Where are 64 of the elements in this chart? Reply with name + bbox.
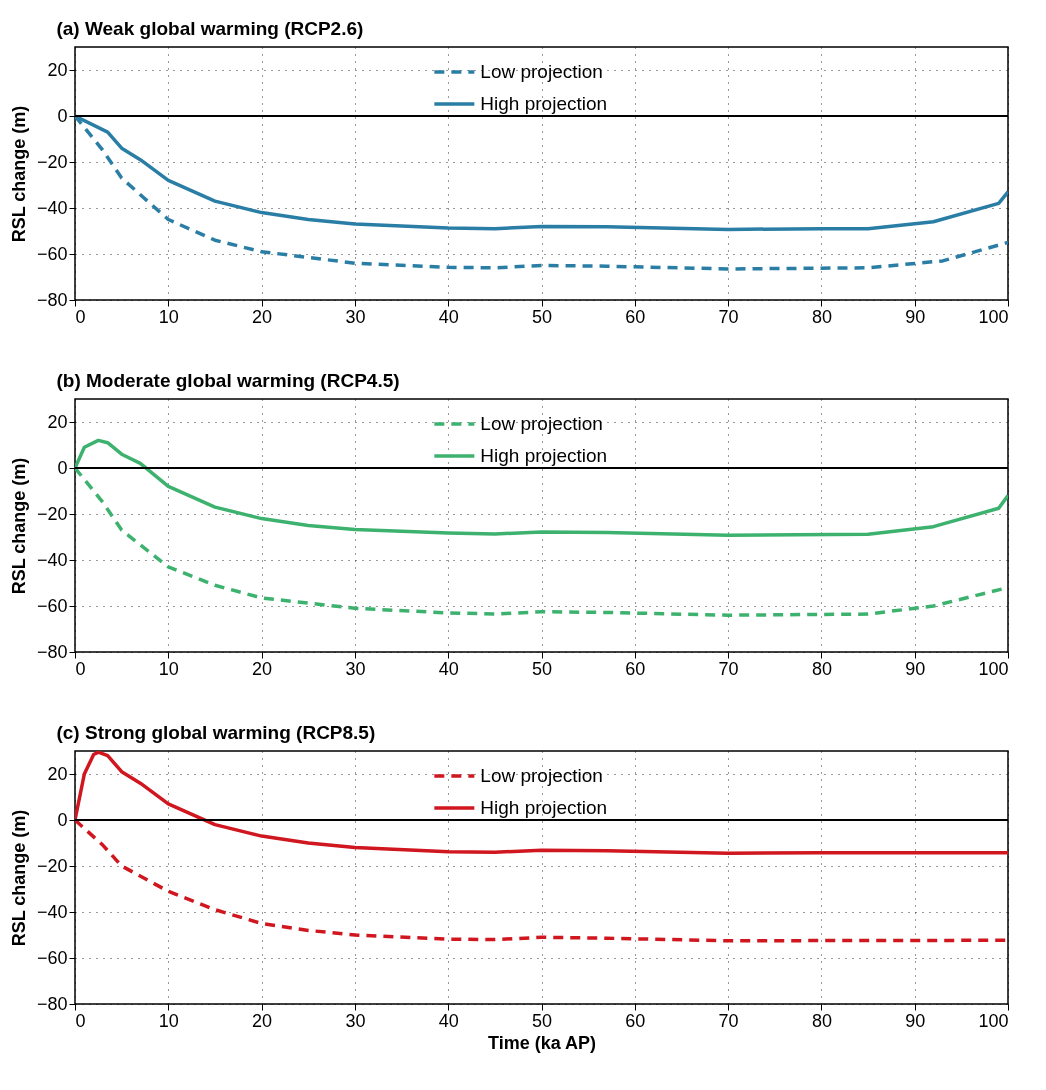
y-tick-label: 20 [47,763,68,784]
y-tick-label: −40 [36,901,68,922]
x-tick-label: 50 [531,658,553,679]
x-tick-label: 60 [625,306,646,327]
x-tick-label: 90 [905,658,926,679]
x-tick-label: 80 [811,658,832,679]
x-tick-label: 70 [718,1010,739,1031]
y-tick-label: −60 [36,947,68,968]
x-tick-label: 30 [345,306,366,327]
x-tick-label: 70 [718,658,739,679]
x-tick-label: 0 [75,1010,86,1031]
legend-label: Low projection [480,765,603,786]
y-tick-label: −20 [36,855,68,876]
chart-title: (b) Moderate global warming (RCP4.5) [56,370,400,391]
x-tick-label: 40 [438,658,459,679]
x-tick-label: 50 [531,306,553,327]
y-tick-label: 20 [47,411,68,432]
x-axis-title: Time (ka AP) [487,1032,597,1053]
x-tick-label: 80 [811,1010,832,1031]
x-tick-label: 20 [252,306,273,327]
x-tick-label: 40 [438,1010,459,1031]
x-tick-label: 100 [978,1010,1009,1031]
x-tick-label: 100 [978,658,1009,679]
y-tick-label: 0 [57,809,68,830]
y-tick-label: −40 [36,197,68,218]
legend-label: Low projection [480,413,603,434]
x-tick-label: 0 [75,306,86,327]
x-tick-label: 80 [811,306,832,327]
x-tick-label: 40 [438,306,459,327]
y-tick-label: 0 [57,457,68,478]
y-tick-label: −80 [36,289,68,310]
x-tick-label: 90 [905,1010,926,1031]
y-tick-label: −80 [36,993,68,1014]
x-tick-label: 10 [158,306,179,327]
legend-label: High projection [480,797,608,818]
x-tick-label: 100 [978,306,1009,327]
x-tick-label: 90 [905,306,926,327]
y-tick-label: 20 [47,59,68,80]
y-tick-label: 0 [57,105,68,126]
y-axis-title: RSL change (m) [8,809,29,947]
x-tick-label: 20 [252,1010,273,1031]
x-tick-label: 10 [158,1010,179,1031]
y-tick-label: −80 [36,641,68,662]
x-tick-label: 30 [345,1010,366,1031]
y-tick-label: −60 [36,595,68,616]
x-tick-label: 60 [625,658,646,679]
x-tick-label: 20 [252,658,273,679]
chart-title: (c) Strong global warming (RCP8.5) [56,722,376,743]
chart-title: (a) Weak global warming (RCP2.6) [56,18,364,39]
y-tick-label: −60 [36,243,68,264]
legend-label: High projection [480,445,608,466]
y-tick-label: −20 [36,503,68,524]
x-tick-label: 30 [345,658,366,679]
x-tick-label: 10 [158,658,179,679]
y-tick-label: −40 [36,549,68,570]
y-tick-label: −20 [36,151,68,172]
x-tick-label: 70 [718,306,739,327]
x-tick-label: 0 [75,658,86,679]
legend-label: Low projection [480,61,603,82]
x-tick-label: 60 [625,1010,646,1031]
legend-label: High projection [480,93,608,114]
x-tick-label: 50 [531,1010,553,1031]
y-axis-title: RSL change (m) [8,105,29,243]
y-axis-title: RSL change (m) [8,457,29,595]
